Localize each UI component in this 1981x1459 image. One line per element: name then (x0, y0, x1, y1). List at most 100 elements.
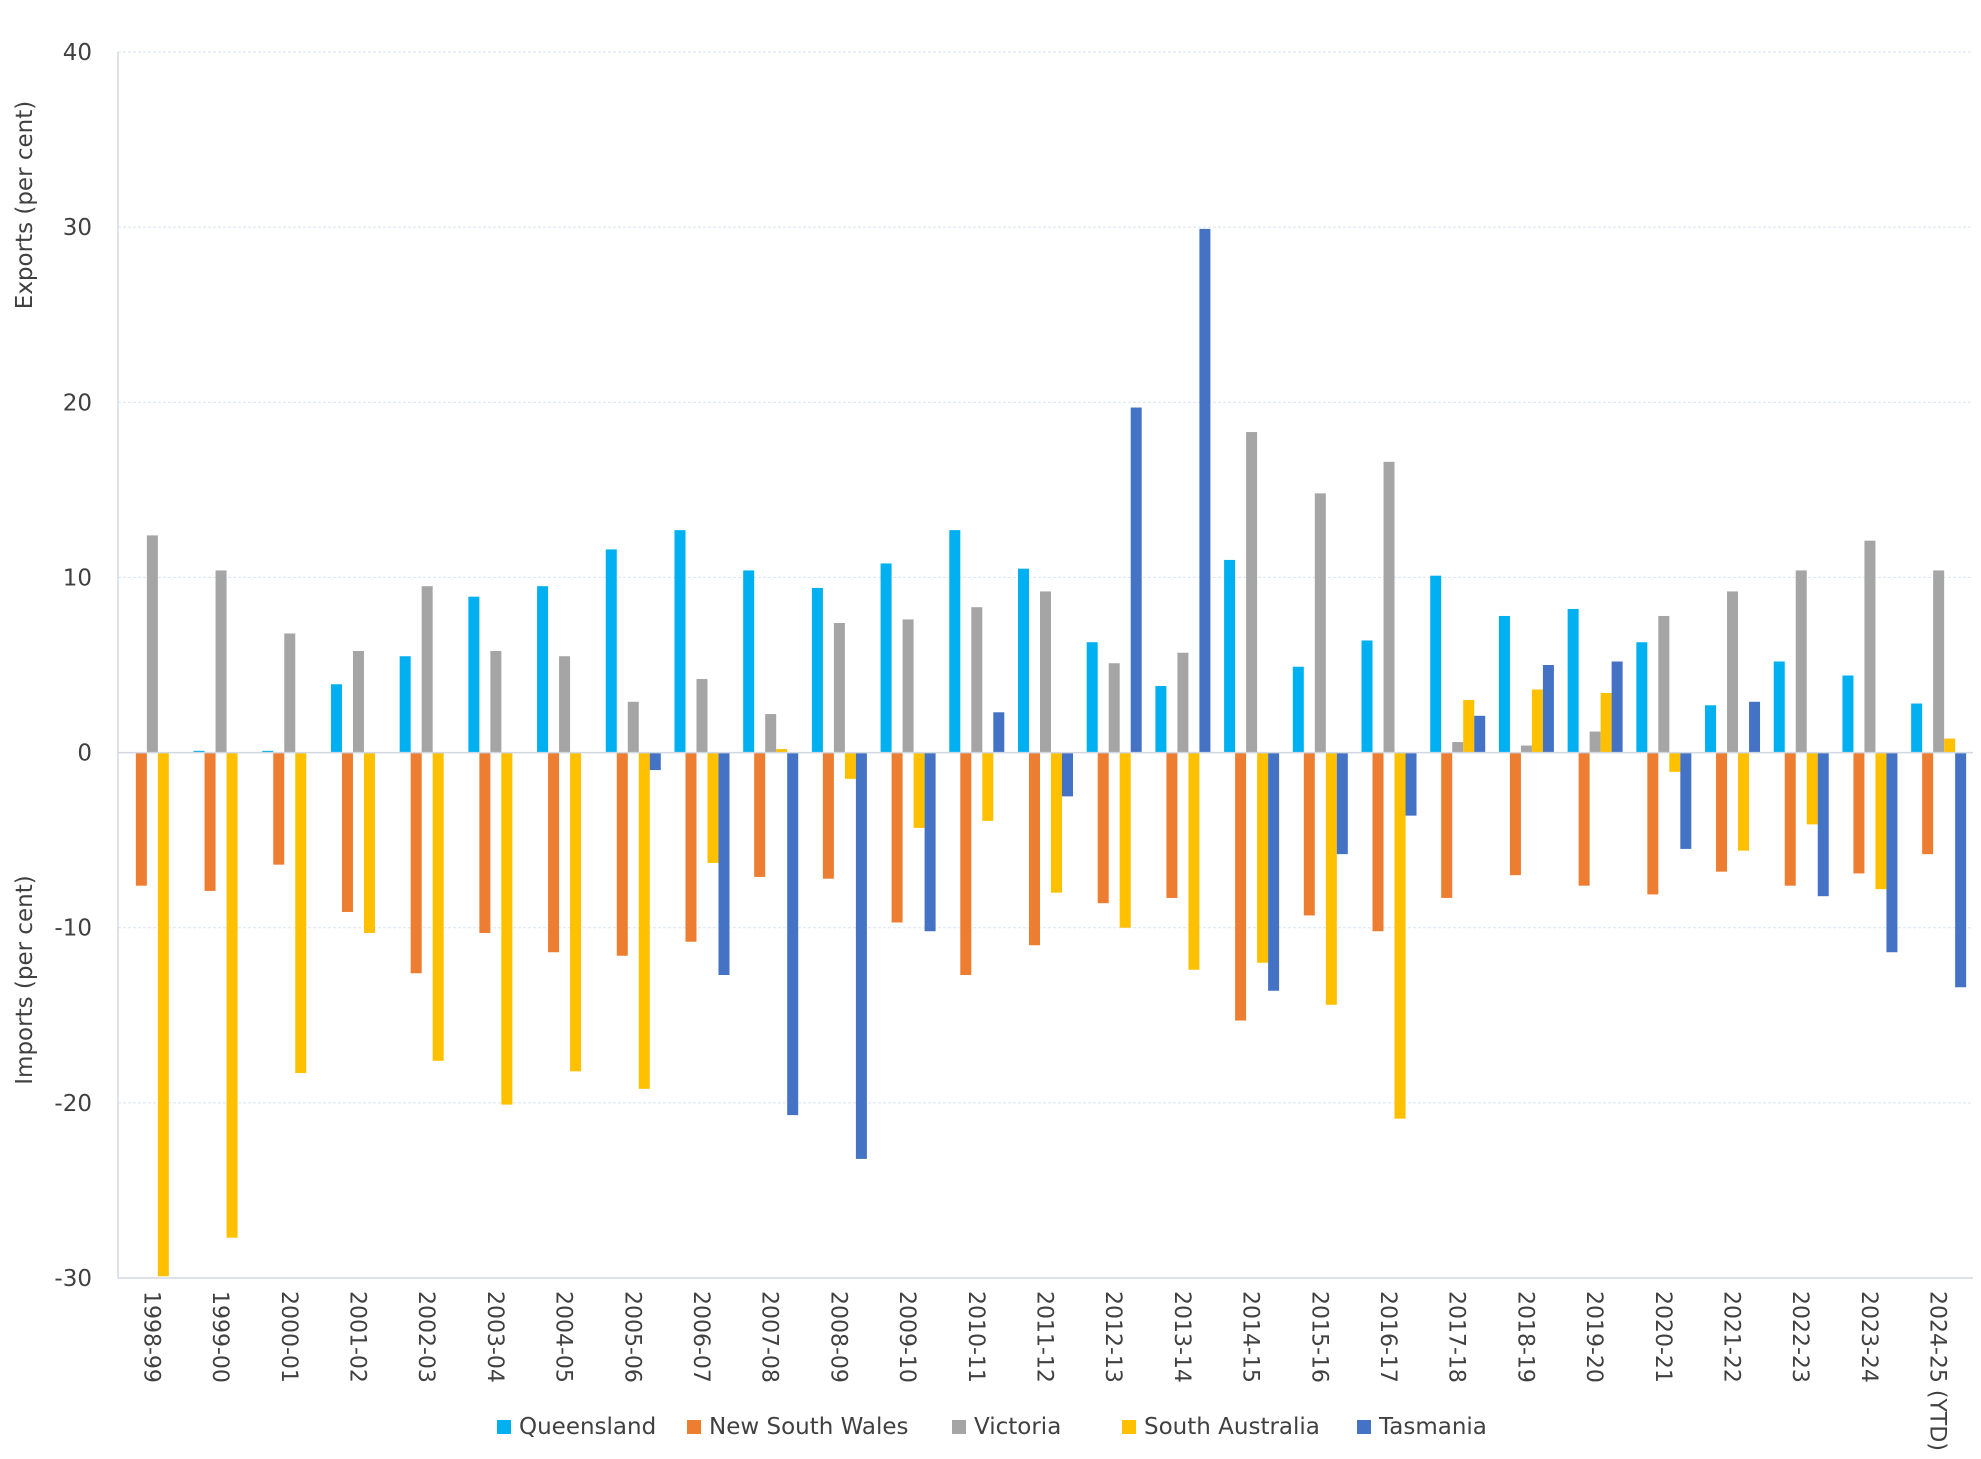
bar-new-south-wales-2022-23 (1784, 752, 1796, 886)
y-tick-label: 30 (63, 215, 92, 241)
bar-victoria-2006-07 (696, 679, 708, 753)
bar-new-south-wales-2003-04 (479, 752, 491, 933)
bar-tasmania-2007-08 (787, 752, 799, 1116)
bar-victoria-1998-99 (146, 535, 158, 753)
bar-tasmania-2010-11 (993, 712, 1005, 753)
bar-new-south-wales-2024-25 (YTD) (1922, 752, 1934, 855)
y-axis-title-imports: Imports (per cent) (12, 875, 38, 1084)
legend-label-south-australia: South Australia (1144, 1414, 1320, 1440)
bar-tasmania-2014-15 (1268, 752, 1280, 991)
bar-new-south-wales-2019-20 (1578, 752, 1590, 886)
legend-swatch-queensland (497, 1420, 511, 1434)
bar-tasmania-2023-24 (1886, 752, 1898, 953)
bar-south-australia-2001-02 (363, 752, 375, 933)
gridlines (118, 51, 1973, 1104)
bar-tasmania-2019-20 (1611, 661, 1623, 753)
y-tick-labels: -30 -20 -10 0 10 20 30 40 (54, 40, 92, 1292)
bar-queensland-2023-24 (1842, 675, 1854, 753)
bar-new-south-wales-2015-16 (1303, 752, 1315, 916)
bar-south-australia-2013-14 (1188, 752, 1200, 970)
bar-queensland-2001-02 (330, 684, 342, 753)
x-category-label: 2022-23 (1787, 1291, 1812, 1383)
x-category-label: 2008-09 (825, 1291, 850, 1383)
y-tick-label: -10 (54, 916, 92, 942)
bar-queensland-2015-16 (1292, 666, 1304, 753)
x-category-label: 2004-05 (551, 1291, 576, 1383)
y-axis-title-exports: Exports (per cent) (12, 101, 38, 309)
bar-queensland-2020-21 (1636, 642, 1648, 753)
bar-victoria-2023-24 (1864, 540, 1876, 753)
bar-new-south-wales-2004-05 (548, 752, 560, 953)
bar-queensland-2006-07 (674, 530, 686, 753)
bar-tasmania-2015-16 (1336, 752, 1348, 855)
bar-south-australia-2010-11 (982, 752, 994, 821)
x-category-label: 2007-08 (757, 1291, 782, 1383)
bars (135, 228, 1967, 1277)
legend: Queensland New South Wales Victoria South A… (497, 1414, 1487, 1440)
bar-queensland-2004-05 (537, 586, 549, 753)
bar-south-australia-2007-08 (776, 749, 788, 753)
x-category-label: 2023-24 (1856, 1291, 1881, 1383)
bar-south-australia-2015-16 (1325, 752, 1337, 1005)
bar-tasmania-2006-07 (718, 752, 730, 975)
bar-south-australia-2020-21 (1669, 752, 1681, 772)
bar-victoria-2012-13 (1108, 663, 1120, 753)
bar-new-south-wales-2018-19 (1509, 752, 1521, 876)
bar-south-australia-2014-15 (1257, 752, 1269, 963)
bar-south-australia-2009-10 (913, 752, 925, 828)
x-category-label: 2006-07 (688, 1291, 713, 1383)
bar-tasmania-2009-10 (924, 752, 936, 932)
bar-tasmania-2017-18 (1474, 715, 1486, 753)
x-category-label: 2014-15 (1238, 1291, 1263, 1383)
bar-tasmania-2022-23 (1817, 752, 1829, 897)
bar-new-south-wales-2021-22 (1716, 752, 1728, 872)
x-category-label: 2000-01 (276, 1291, 301, 1383)
bar-victoria-2002-03 (421, 586, 433, 753)
bar-victoria-2011-12 (1040, 591, 1051, 753)
legend-label-new-south-wales: New South Wales (709, 1414, 909, 1440)
bar-south-australia-2005-06 (638, 752, 650, 1089)
y-tick-label: 0 (77, 741, 92, 767)
bar-new-south-wales-2000-01 (273, 752, 285, 865)
x-category-label: 2018-19 (1512, 1291, 1537, 1383)
bar-queensland-2018-19 (1498, 615, 1510, 753)
bar-queensland-2013-14 (1155, 686, 1167, 753)
bar-victoria-2024-25 (YTD) (1933, 570, 1945, 753)
bar-south-australia-2008-09 (844, 752, 856, 779)
bar-new-south-wales-2009-10 (891, 752, 903, 923)
bar-new-south-wales-2005-06 (616, 752, 628, 956)
bar-tasmania-2013-14 (1199, 228, 1211, 753)
x-category-label: 2015-16 (1306, 1291, 1331, 1383)
y-tick-label: -30 (54, 1266, 92, 1292)
bar-victoria-2014-15 (1246, 432, 1258, 753)
x-category-label: 2016-17 (1375, 1291, 1400, 1383)
x-category-label: 2002-03 (413, 1291, 438, 1383)
bar-south-australia-2017-18 (1463, 700, 1475, 753)
bar-tasmania-2008-09 (855, 752, 867, 1159)
legend-swatch-south-australia (1122, 1420, 1136, 1434)
bar-south-australia-2011-12 (1051, 752, 1062, 893)
bar-new-south-wales-2017-18 (1441, 752, 1453, 898)
bar-victoria-2009-10 (902, 619, 914, 753)
y-tick-label: 20 (63, 390, 92, 416)
bar-new-south-wales-2010-11 (960, 752, 972, 975)
legend-swatch-new-south-wales (687, 1420, 701, 1434)
bar-queensland-2024-25 (YTD) (1911, 703, 1923, 753)
bar-tasmania-2005-06 (649, 752, 661, 771)
bar-tasmania-2016-17 (1405, 752, 1417, 816)
bar-tasmania-2020-21 (1680, 752, 1692, 849)
bar-queensland-2019-20 (1567, 608, 1579, 753)
legend-label-tasmania: Tasmania (1378, 1414, 1487, 1440)
x-category-label: 2003-04 (482, 1291, 507, 1383)
bar-queensland-2011-12 (1018, 568, 1029, 753)
bar-victoria-2018-19 (1520, 745, 1532, 753)
bar-queensland-2000-01 (262, 750, 274, 753)
bar-victoria-2008-09 (833, 622, 845, 753)
bar-south-australia-2000-01 (295, 752, 307, 1074)
legend-label-victoria: Victoria (974, 1414, 1061, 1440)
bar-queensland-2003-04 (468, 596, 480, 753)
x-category-label: 2017-18 (1444, 1291, 1469, 1383)
bar-victoria-1999-00 (215, 570, 227, 753)
bar-victoria-2013-14 (1177, 652, 1189, 753)
x-category-label: 2011-12 (1032, 1291, 1057, 1383)
